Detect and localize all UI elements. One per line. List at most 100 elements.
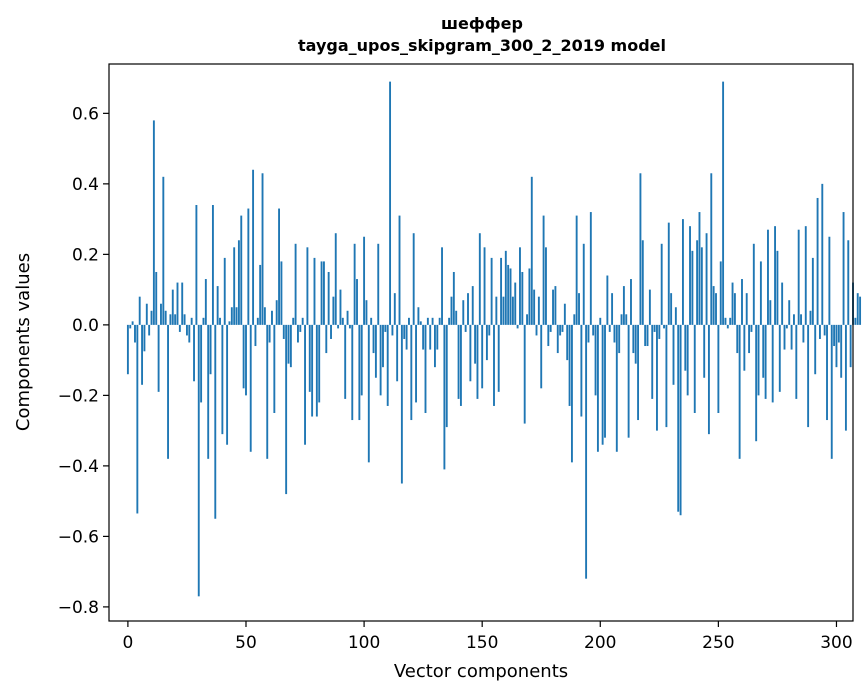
y-tick-label: 0.4 bbox=[72, 175, 99, 195]
bar bbox=[259, 264, 262, 325]
bar bbox=[308, 324, 311, 392]
bar bbox=[360, 324, 363, 396]
bar bbox=[483, 247, 486, 325]
bar bbox=[793, 314, 795, 325]
bar bbox=[663, 324, 665, 329]
bar bbox=[790, 324, 793, 350]
bar bbox=[488, 324, 491, 336]
bar bbox=[762, 324, 765, 378]
bar bbox=[670, 293, 673, 325]
bar bbox=[736, 324, 739, 354]
bar bbox=[634, 324, 637, 364]
bar bbox=[545, 247, 547, 325]
bar bbox=[535, 324, 538, 336]
bar bbox=[585, 324, 588, 579]
bar bbox=[818, 324, 821, 339]
bar bbox=[594, 324, 597, 396]
bar bbox=[552, 289, 554, 325]
bar bbox=[651, 324, 654, 399]
bar bbox=[859, 296, 862, 325]
bar bbox=[207, 324, 210, 459]
bar bbox=[528, 268, 531, 325]
bar bbox=[365, 300, 368, 325]
bar bbox=[320, 261, 323, 325]
bar bbox=[400, 324, 403, 484]
bar bbox=[526, 314, 528, 325]
bar bbox=[204, 279, 207, 325]
bar bbox=[348, 324, 351, 329]
bar bbox=[299, 324, 302, 332]
bar bbox=[240, 215, 243, 325]
bar bbox=[750, 324, 753, 332]
bar bbox=[457, 324, 460, 399]
bar bbox=[271, 310, 273, 325]
bar bbox=[783, 324, 786, 350]
bar bbox=[141, 324, 144, 385]
bar bbox=[800, 314, 802, 325]
bar bbox=[334, 233, 337, 325]
y-tick-label: 0.0 bbox=[72, 316, 99, 336]
bar bbox=[297, 324, 299, 343]
bar bbox=[443, 324, 446, 470]
bar bbox=[249, 324, 252, 452]
bar bbox=[337, 324, 340, 329]
bar bbox=[346, 310, 349, 325]
bar bbox=[641, 240, 644, 325]
bar bbox=[677, 324, 680, 512]
bar bbox=[157, 324, 160, 392]
bar bbox=[287, 324, 290, 364]
x-axis-ticks: 0 50 100 150 200 250 300 bbox=[122, 621, 853, 653]
bar bbox=[339, 289, 342, 325]
bar bbox=[379, 324, 382, 396]
bar bbox=[415, 324, 417, 403]
bar bbox=[689, 226, 691, 325]
bar bbox=[684, 324, 687, 371]
bar bbox=[363, 236, 366, 325]
bar bbox=[230, 307, 233, 325]
bar bbox=[426, 317, 429, 325]
bar bbox=[625, 314, 628, 325]
bar bbox=[178, 324, 181, 332]
bar bbox=[438, 317, 441, 325]
bar bbox=[162, 176, 165, 325]
bar bbox=[389, 81, 392, 325]
bar bbox=[715, 293, 717, 325]
bar bbox=[627, 324, 630, 438]
y-tick-label: −0.8 bbox=[58, 598, 99, 618]
bar bbox=[561, 324, 564, 332]
bar bbox=[516, 324, 519, 329]
bar bbox=[313, 257, 316, 325]
bar bbox=[341, 317, 344, 325]
bar bbox=[781, 282, 784, 325]
chart-title: шеффер bbox=[441, 14, 523, 33]
bar bbox=[155, 271, 158, 325]
bar bbox=[785, 324, 788, 329]
bar bbox=[374, 324, 377, 378]
bar bbox=[729, 317, 732, 325]
bar bbox=[282, 324, 285, 339]
bar bbox=[755, 324, 758, 442]
bar bbox=[148, 324, 151, 336]
bar bbox=[587, 324, 590, 343]
bar bbox=[202, 317, 205, 325]
bar bbox=[632, 324, 635, 354]
bar bbox=[235, 307, 238, 325]
bar bbox=[533, 289, 536, 325]
bar bbox=[445, 324, 448, 428]
bar bbox=[573, 314, 576, 325]
bar bbox=[700, 247, 703, 325]
bar bbox=[455, 310, 458, 325]
bar bbox=[771, 324, 774, 403]
bar bbox=[592, 324, 595, 336]
bar bbox=[500, 257, 503, 325]
bar bbox=[476, 324, 479, 399]
bar bbox=[703, 324, 706, 378]
bar bbox=[424, 324, 427, 413]
bar bbox=[441, 247, 443, 325]
bar bbox=[330, 324, 332, 339]
bar bbox=[511, 296, 514, 325]
bar bbox=[398, 215, 401, 325]
bar bbox=[653, 324, 656, 332]
bar bbox=[386, 324, 389, 406]
bar bbox=[174, 314, 177, 325]
